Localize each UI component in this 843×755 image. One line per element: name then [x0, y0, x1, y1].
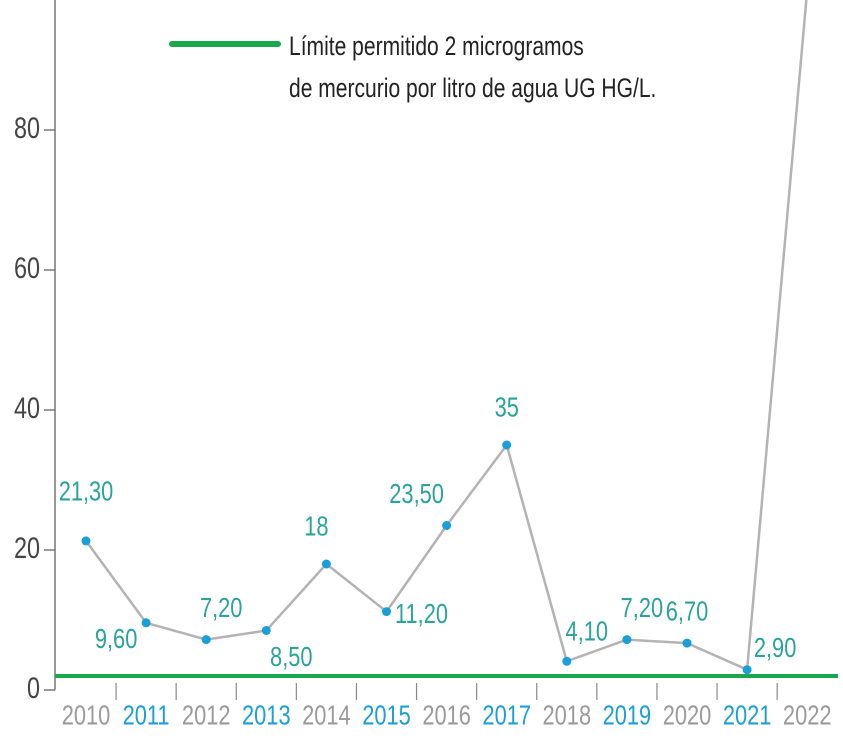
value-label: 8,50	[270, 641, 312, 672]
x-tick-label: 2022	[783, 700, 832, 731]
point	[682, 638, 692, 648]
y-tick-label: 40	[14, 391, 40, 424]
point	[742, 665, 752, 675]
point	[562, 656, 572, 666]
point	[502, 440, 512, 450]
point	[261, 626, 271, 635]
y-tick-label: 80	[14, 111, 40, 144]
x-tick-label: 2021	[723, 700, 772, 731]
value-label: 11,20	[395, 598, 448, 629]
x-tick-label: 2017	[482, 700, 531, 731]
x-tick-label: 2011	[123, 700, 170, 731]
point	[201, 635, 211, 645]
x-tick-label: 2012	[182, 700, 231, 731]
x-tick-label: 2013	[242, 700, 291, 731]
series	[81, 0, 808, 675]
value-label: 6,70	[666, 596, 708, 627]
x-tick-label: 2014	[302, 700, 351, 731]
y-tick-label: 20	[14, 531, 40, 564]
point	[141, 618, 151, 628]
point	[622, 635, 632, 645]
point	[382, 607, 391, 617]
legend-label: de mercurio por litro de agua UG HG/L.	[289, 74, 656, 104]
x-tick-label: 2018	[543, 700, 592, 731]
value-label: 21,30	[59, 476, 114, 507]
value-label: 9,60	[95, 624, 137, 655]
y-tick-label: 0	[27, 671, 40, 704]
x-tick-label: 2015	[362, 700, 411, 731]
value-label: 2,90	[754, 633, 796, 664]
x-tick-label: 2016	[422, 700, 471, 731]
legend-label: Límite permitido 2 microgramos	[289, 32, 584, 62]
value-label: 7,20	[200, 592, 242, 623]
point	[442, 521, 452, 530]
value-label: 18	[304, 511, 328, 542]
point	[321, 559, 331, 569]
value-label: 4,10	[566, 616, 608, 647]
y-tick-label: 60	[14, 251, 40, 284]
value-label: 23,50	[389, 478, 444, 509]
x-tick-label: 2020	[663, 700, 712, 731]
value-label: 35	[495, 392, 519, 423]
x-tick-label: 2019	[603, 700, 652, 731]
value-label: 7,20	[621, 592, 663, 623]
point	[81, 536, 91, 546]
x-tick-label: 2010	[62, 700, 111, 731]
